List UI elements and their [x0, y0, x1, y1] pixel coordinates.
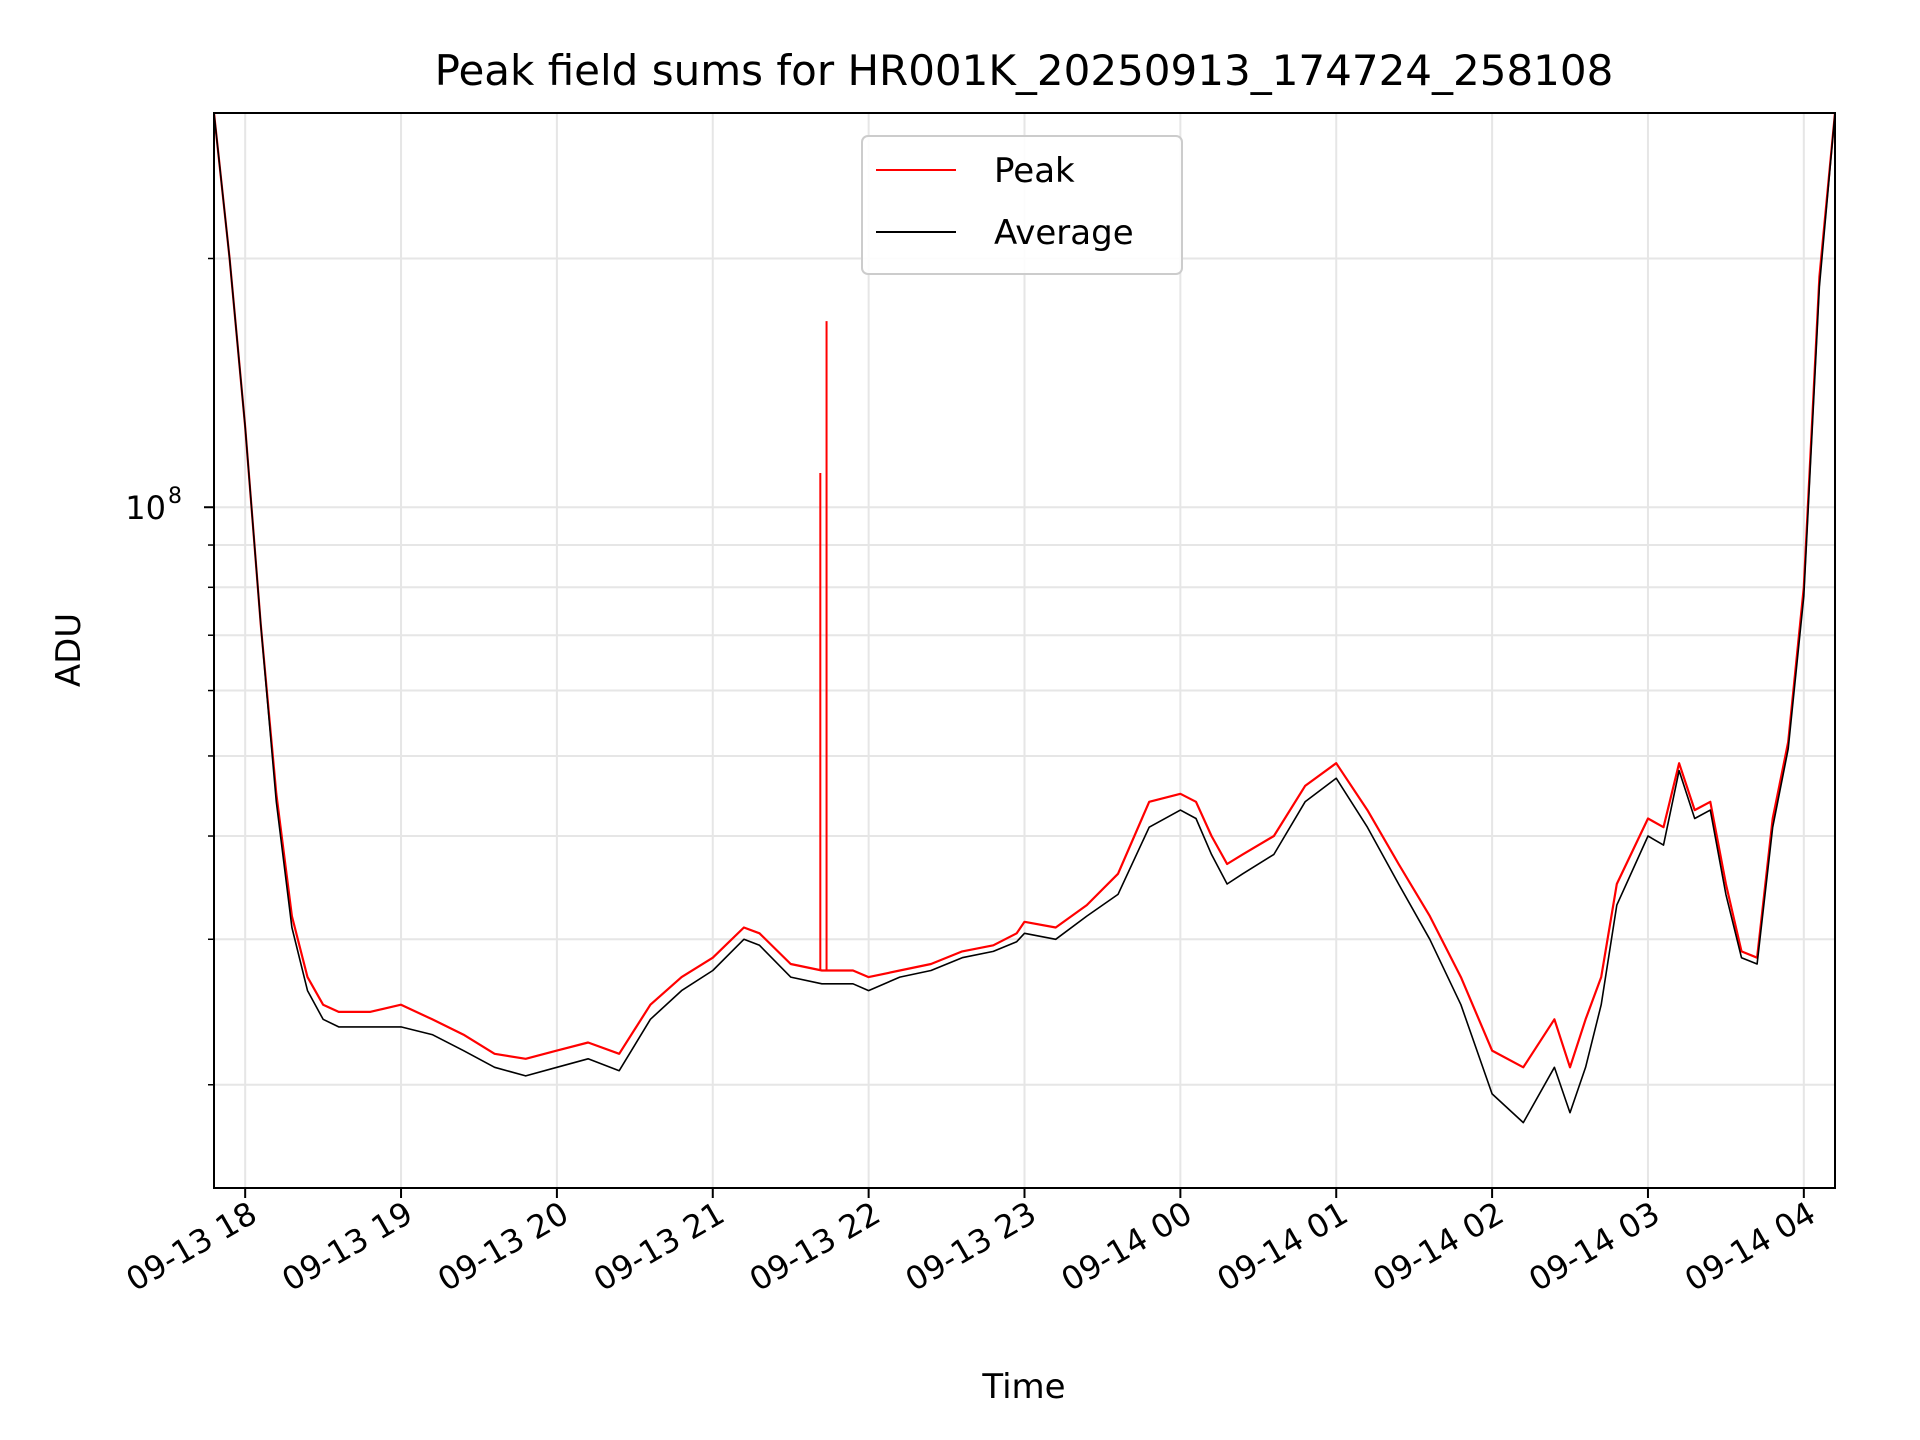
grid	[214, 113, 1835, 1188]
legend-peak-label: Peak	[994, 151, 1075, 191]
series-group	[214, 113, 1835, 1124]
chart-title: Peak field sums for HR001K_20250913_1747…	[435, 46, 1614, 95]
x-axis-title: Time	[981, 1367, 1065, 1407]
series-line-average	[214, 113, 1835, 1124]
legend-average-label: Average	[994, 213, 1134, 253]
y-tick-exponent: 8	[168, 484, 182, 509]
series-line-peak	[214, 113, 1835, 1069]
y-tick-label: 10	[125, 489, 166, 527]
y-axis-title: ADU	[49, 613, 89, 687]
legend: Peak Average	[861, 135, 1183, 275]
series-layer	[214, 113, 1835, 1124]
